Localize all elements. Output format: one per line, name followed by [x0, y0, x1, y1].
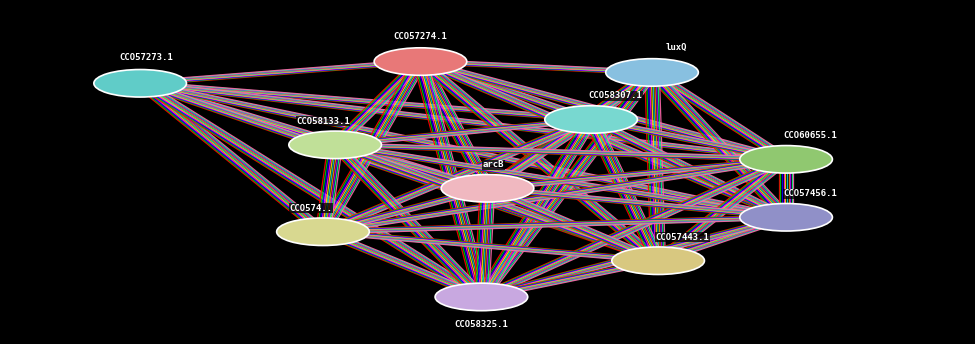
Text: CCO57273.1: CCO57273.1 [119, 53, 174, 63]
Text: arcB: arcB [483, 160, 504, 169]
Circle shape [612, 247, 704, 275]
Circle shape [94, 69, 186, 97]
Circle shape [277, 218, 370, 246]
Text: CCO57274.1: CCO57274.1 [394, 32, 448, 41]
Text: CCO574..: CCO574.. [290, 204, 332, 213]
Circle shape [441, 174, 534, 202]
Circle shape [289, 131, 381, 159]
Text: CCO58325.1: CCO58325.1 [454, 320, 508, 329]
Circle shape [435, 283, 527, 311]
Circle shape [740, 146, 833, 173]
Circle shape [545, 106, 638, 133]
Text: CCO57443.1: CCO57443.1 [655, 233, 710, 242]
Circle shape [740, 204, 833, 231]
Text: CCO60655.1: CCO60655.1 [784, 131, 838, 140]
Text: CCO58133.1: CCO58133.1 [296, 117, 350, 126]
Text: CCO57456.1: CCO57456.1 [784, 189, 838, 198]
Text: CCO58307.1: CCO58307.1 [589, 92, 643, 100]
Text: luxQ: luxQ [666, 43, 687, 52]
Circle shape [374, 48, 467, 75]
Circle shape [605, 59, 698, 86]
